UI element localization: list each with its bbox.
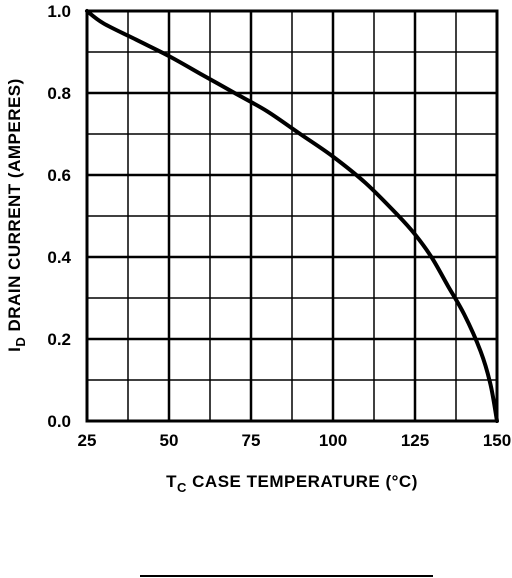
- x-tick-label: 25: [78, 431, 97, 450]
- y-tick-label: 0.8: [47, 84, 71, 103]
- y-axis-symbol: I: [5, 347, 24, 352]
- y-tick-label: 1.0: [47, 2, 71, 21]
- x-axis-symbol: T: [166, 472, 177, 491]
- y-tick-label: 0.6: [47, 166, 71, 185]
- x-tick-label: 100: [319, 431, 347, 450]
- x-tick-label: 50: [160, 431, 179, 450]
- y-tick-label: 0.0: [47, 412, 71, 431]
- x-tick-labels: 25 50 75 100 125 150: [78, 431, 512, 450]
- x-axis-subscript: C: [177, 480, 187, 495]
- x-axis-label: TC CASE TEMPERATURE (°C): [166, 472, 418, 495]
- y-axis-text: DRAIN CURRENT (AMPERES): [5, 78, 24, 337]
- x-tick-label: 75: [242, 431, 261, 450]
- x-tick-label: 125: [401, 431, 429, 450]
- y-axis-subscript: D: [13, 337, 28, 347]
- y-tick-labels: 0.0 0.2 0.4 0.6 0.8 1.0: [47, 2, 71, 431]
- plot-frame: [85, 9, 499, 423]
- x-axis-text: CASE TEMPERATURE (°C): [187, 472, 418, 491]
- grid-lines: [87, 11, 497, 421]
- series-line: [85, 9, 499, 423]
- x-tick-label: 150: [483, 431, 511, 450]
- y-tick-label: 0.4: [47, 248, 71, 267]
- footer-rule: [140, 575, 433, 577]
- y-tick-label: 0.2: [47, 330, 71, 349]
- y-axis-label: ID DRAIN CURRENT (AMPERES): [5, 78, 28, 352]
